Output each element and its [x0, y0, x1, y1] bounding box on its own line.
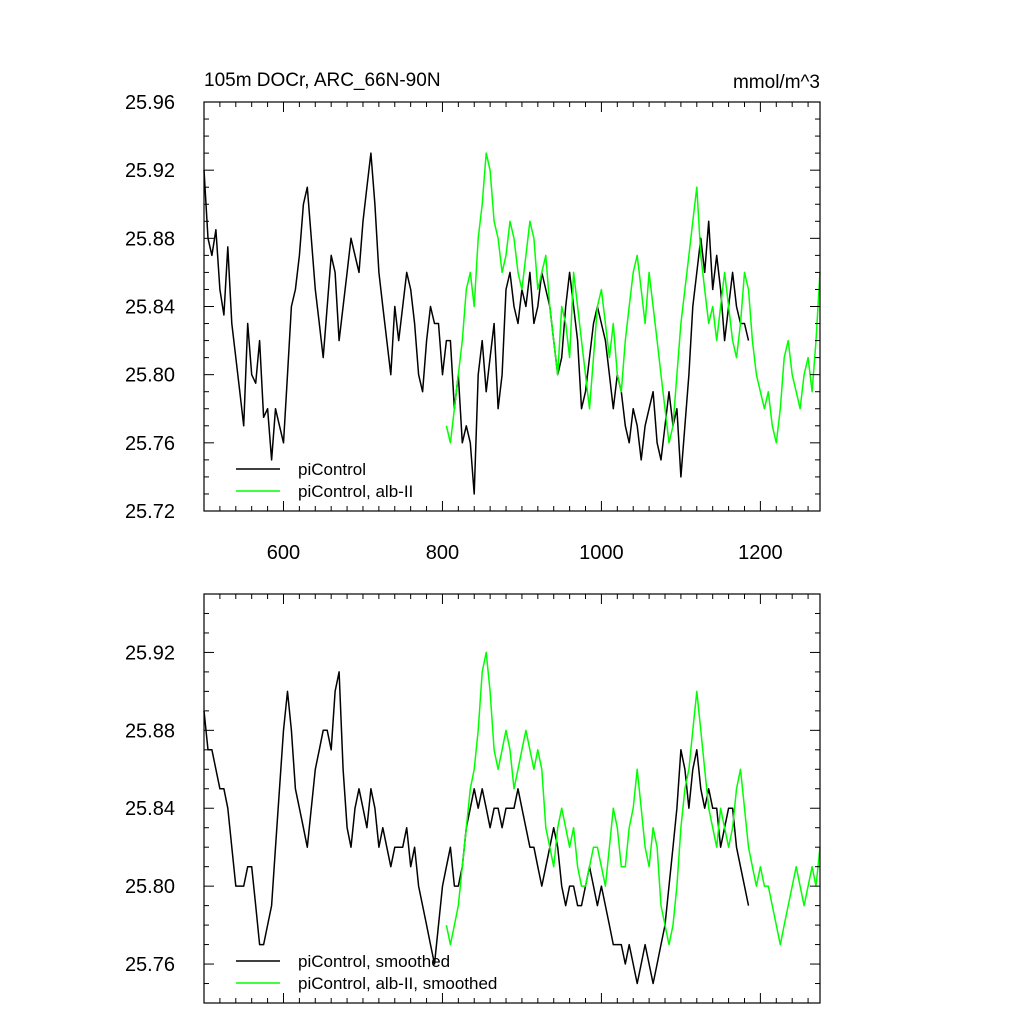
bottom-ytick-label: 25.80	[125, 876, 175, 898]
top-panel: 105m DOCr, ARC_66N-90N mmol/m^3 25.7225.…	[125, 70, 821, 564]
bottom-panel: 25.76 25.80 25.84 25.88 25.92 piControl, smo…	[125, 593, 821, 1004]
top-plot-frame	[203, 101, 821, 512]
bottom-ytick-label: 25.84	[125, 798, 175, 820]
top-chart-units: mmol/m^3	[733, 72, 820, 93]
top-series-group	[203, 152, 821, 495]
top-xtick-label: 1000	[579, 542, 624, 564]
top-ytick-label: 25.80	[125, 365, 175, 387]
top-chart-title: 105m DOCr, ARC_66N-90N	[204, 70, 441, 91]
top-legend: piControl piControl, alb-II	[236, 460, 413, 501]
bottom-ytick-label: 25.88	[125, 720, 175, 742]
top-ytick-label: 25.96	[125, 92, 175, 114]
top-xtick-label: 800	[426, 542, 459, 564]
top-ytick-label: 25.72	[125, 501, 175, 523]
bottom-legend: piControl, smoothed piControl, alb-II, s…	[236, 952, 497, 993]
bottom-series-group	[203, 651, 821, 985]
top-series-line-1	[445, 152, 821, 444]
bottom-series-line-1	[445, 651, 821, 946]
bottom-plot-frame	[203, 593, 821, 1004]
bottom-ytick-label: 25.76	[125, 954, 175, 976]
top-ytick-label: 25.88	[125, 228, 175, 250]
top-legend-label-alb-ii: piControl, alb-II	[298, 482, 413, 501]
top-xtick-label: 600	[267, 542, 300, 564]
bottom-series-line-0	[203, 671, 750, 985]
top-xtick-label: 1200	[738, 542, 783, 564]
bottom-legend-label-picontrol-smoothed: piControl, smoothed	[298, 952, 450, 971]
bottom-ytick-label: 25.92	[125, 642, 175, 664]
top-legend-label-picontrol: piControl	[298, 460, 366, 479]
bottom-legend-label-alb-ii-smoothed: piControl, alb-II, smoothed	[298, 974, 497, 993]
top-ytick-label: 25.84	[125, 297, 175, 319]
top-axes: 25.72 25.76 25.80 25.84 25.88 25.92 25.96 600 80…	[125, 92, 820, 564]
top-ytick-label: 25.76	[125, 433, 175, 455]
bottom-axes: 25.76 25.80 25.84 25.88 25.92	[125, 593, 820, 1004]
top-ytick-label: 25.92	[125, 160, 175, 182]
top-series-line-0	[203, 152, 750, 495]
